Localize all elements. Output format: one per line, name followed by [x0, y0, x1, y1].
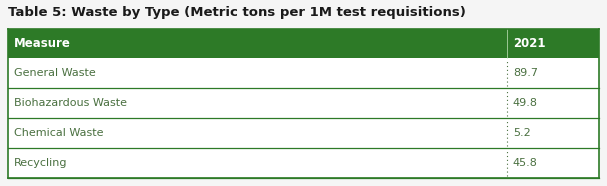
Text: 45.8: 45.8 [513, 158, 538, 168]
Text: General Waste: General Waste [14, 68, 96, 78]
Text: Chemical Waste: Chemical Waste [14, 128, 104, 138]
Text: Table 5: Waste by Type (Metric tons per 1M test requisitions): Table 5: Waste by Type (Metric tons per … [8, 6, 466, 19]
Bar [8, 118, 599, 148]
Text: Measure: Measure [14, 37, 71, 50]
Text: Recycling: Recycling [14, 158, 67, 168]
Bar [8, 148, 599, 178]
Bar [8, 88, 599, 118]
Bar [8, 29, 599, 58]
Text: 2021: 2021 [513, 37, 545, 50]
Text: 49.8: 49.8 [513, 98, 538, 108]
Text: Biohazardous Waste: Biohazardous Waste [14, 98, 127, 108]
Bar [8, 58, 599, 88]
Text: 5.2: 5.2 [513, 128, 531, 138]
Text: 89.7: 89.7 [513, 68, 538, 78]
